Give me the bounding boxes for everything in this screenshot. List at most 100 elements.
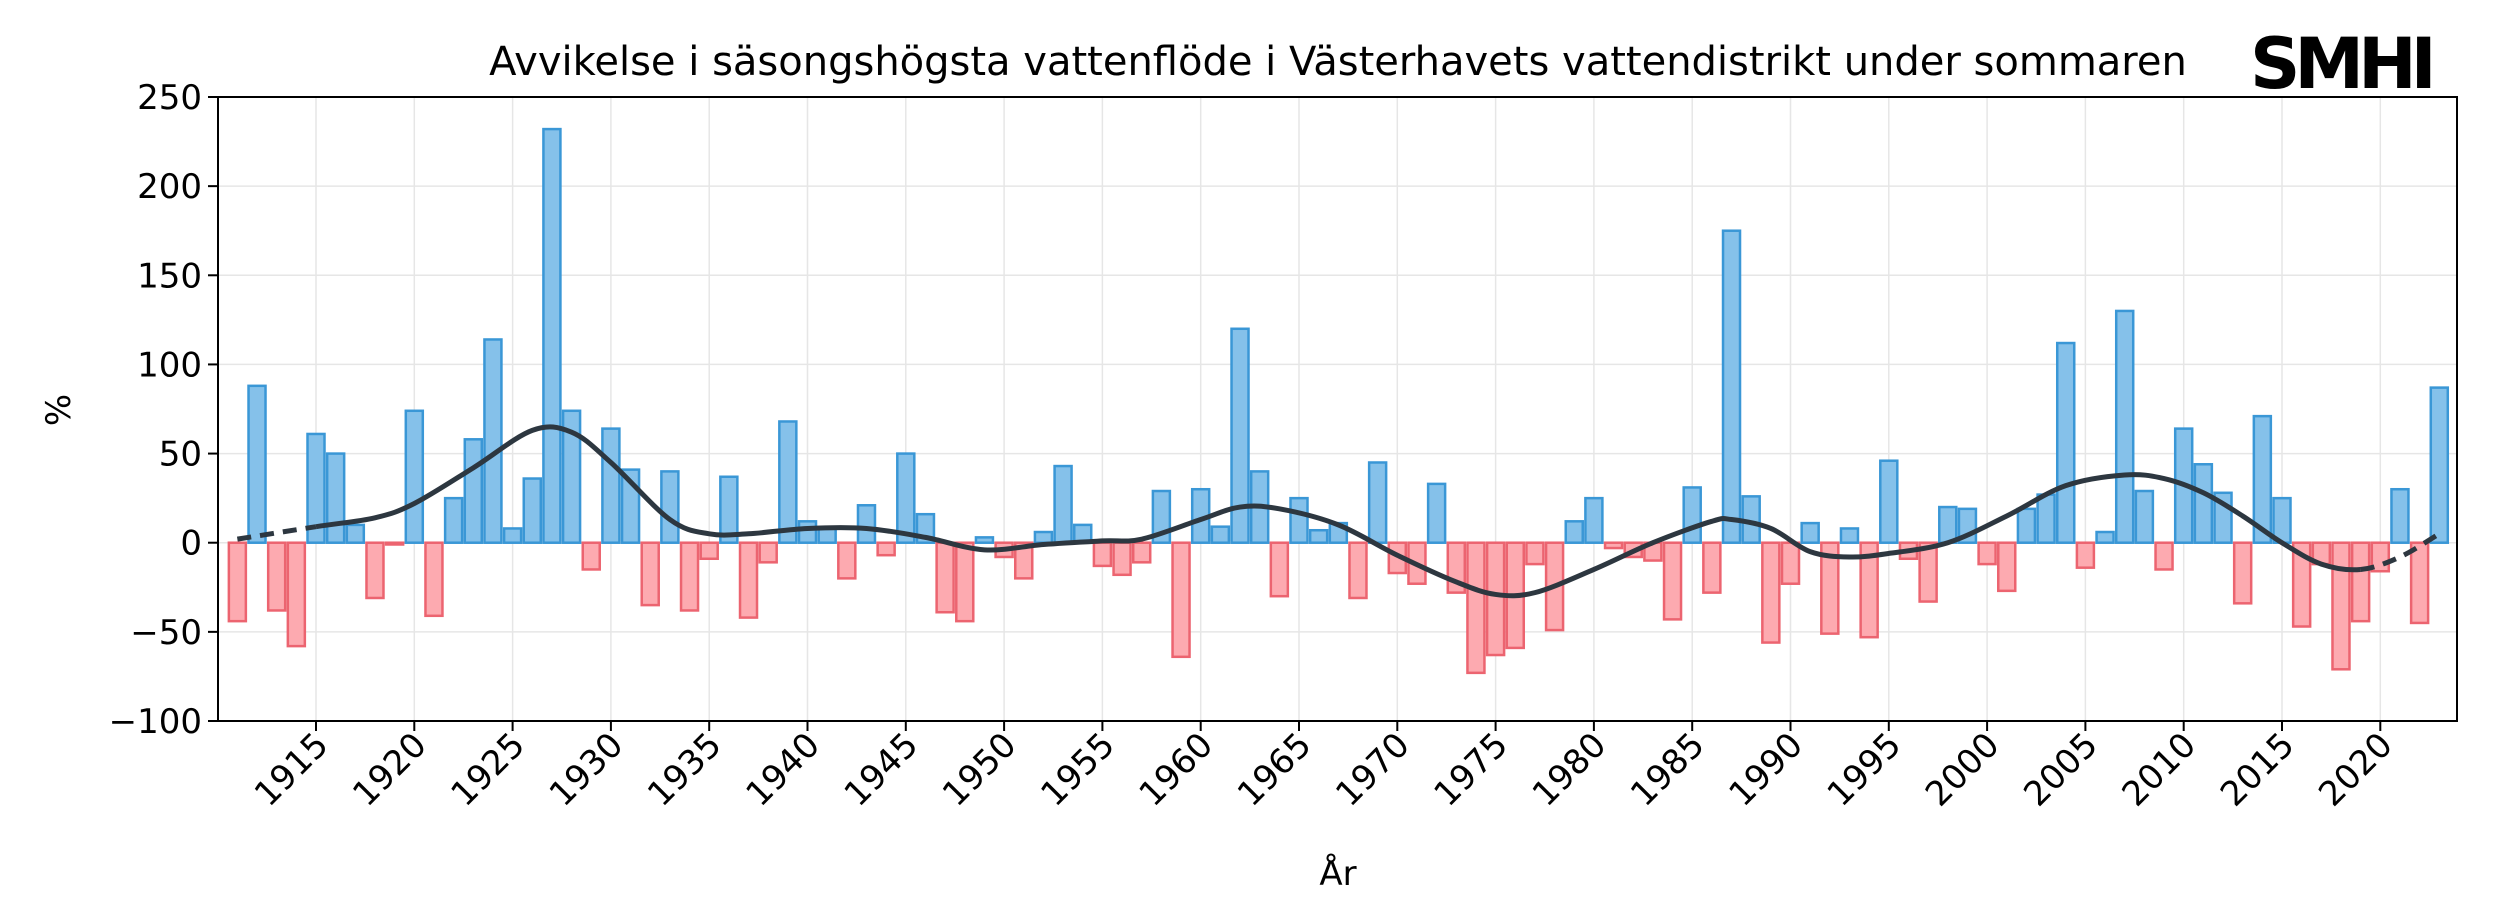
x-tick-label: 1950	[935, 725, 1024, 814]
bar-positive	[2134, 489, 2155, 544]
bar-negative	[1918, 541, 1938, 603]
bar-positive	[896, 452, 916, 544]
bar-negative	[1761, 541, 1781, 644]
bar-positive	[1839, 527, 1860, 544]
bar-negative	[1820, 541, 1840, 635]
bar-negative	[1702, 541, 1722, 594]
bar-negative	[1997, 541, 2017, 593]
y-tick-label: −50	[130, 613, 202, 653]
bar-positive	[2114, 309, 2135, 544]
bar-negative	[1348, 541, 1368, 600]
bar-negative	[2232, 541, 2253, 605]
bar-negative	[1092, 541, 1113, 568]
x-tick-label: 1965	[1230, 725, 1319, 814]
bar-negative	[2331, 541, 2351, 671]
bar-positive	[1289, 496, 1309, 544]
bar-positive	[502, 527, 523, 544]
x-tick-label: 1915	[247, 725, 336, 814]
x-tick-label: 1995	[1820, 725, 1909, 814]
x-tick-label: 1990	[1721, 725, 1810, 814]
y-axis: −100 −50 0 50 100 150 200 250	[109, 78, 218, 742]
bar-positive	[2429, 386, 2450, 544]
x-tick-label: 1970	[1328, 725, 1417, 814]
bar-positive	[974, 536, 995, 544]
bar-positive	[1879, 459, 1899, 544]
bar-positive	[2390, 487, 2410, 544]
bar-positive	[1564, 520, 1584, 544]
smhi-logo: SMHI	[2250, 23, 2437, 105]
bar-positive	[1426, 482, 1447, 544]
bar-positive	[1230, 327, 1250, 544]
bar-positive	[719, 475, 739, 544]
chart-title: Avvikelse i säsongshögsta vattenflöde i …	[489, 39, 2187, 85]
x-tick-label: 2005	[2016, 725, 2105, 814]
bar-positive	[1682, 486, 1702, 544]
bar-positive	[247, 384, 267, 544]
bar-positive	[1033, 530, 1054, 544]
bar-positive	[443, 496, 464, 544]
bar-positive	[463, 438, 484, 544]
bar-negative	[266, 541, 287, 612]
bar-negative	[738, 541, 759, 619]
trend-line	[236, 424, 2441, 599]
y-tick-label: 250	[137, 78, 202, 118]
trend-line-solid	[315, 424, 2361, 599]
y-tick-label: 200	[137, 167, 202, 207]
bar-positive	[561, 409, 582, 544]
x-axis: 1915 1920 1925 1930 1935 1940 1945 1950 1955 1960…	[247, 721, 2401, 815]
trend-line-dashed-end	[2360, 531, 2441, 572]
bar-negative	[1112, 541, 1132, 577]
bar-negative	[935, 541, 955, 614]
x-tick-label: 1925	[443, 725, 532, 814]
x-tick-label: 1945	[837, 725, 926, 814]
bar-negative	[1859, 541, 1879, 639]
bar-negative	[286, 541, 307, 648]
x-tick-label: 1980	[1525, 725, 1614, 814]
bar-negative	[1780, 541, 1801, 585]
bar-negative	[1466, 541, 1486, 675]
bar-negative	[837, 541, 857, 580]
plot-frame	[217, 96, 2458, 722]
bar-negative	[1525, 541, 1545, 566]
bar-positive	[325, 452, 346, 544]
x-tick-label: 1975	[1426, 725, 1515, 814]
bar-positive	[1938, 505, 1958, 544]
y-tick-label: 50	[159, 435, 202, 475]
bar-positive	[1367, 461, 1388, 544]
bar-negative	[2075, 541, 2096, 569]
y-axis-label: %	[39, 394, 79, 426]
bar-positive	[1210, 525, 1231, 544]
x-axis-label: År	[1319, 853, 1356, 894]
bar-negative	[1014, 541, 1034, 580]
bar-positive	[2036, 493, 2056, 544]
bar-negative	[2291, 541, 2312, 628]
bar-positive	[1053, 464, 1073, 544]
bar-positive	[2193, 463, 2214, 544]
bar-negative	[955, 541, 975, 623]
x-tick-label: 1920	[345, 725, 434, 814]
bar-negative	[1977, 541, 1997, 566]
bar-positive	[778, 420, 798, 544]
bar-negative	[679, 541, 700, 612]
svg-text:SMHI: SMHI	[2250, 23, 2431, 105]
bar-positive	[1308, 528, 1329, 544]
bar-negative	[758, 541, 778, 564]
x-tick-label: 2000	[1918, 725, 2007, 814]
x-tick-label: 2020	[2311, 725, 2400, 814]
bar-positive	[1584, 496, 1604, 544]
x-tick-label: 2010	[2115, 725, 2204, 814]
bars	[227, 127, 2450, 675]
bar-positive	[1800, 521, 1820, 544]
bar-negative	[2350, 541, 2371, 623]
y-tick-label: −100	[109, 702, 202, 742]
bar-negative	[1269, 541, 1290, 598]
bar-negative	[640, 541, 660, 607]
bar-negative	[1485, 541, 1506, 657]
bar-negative	[2154, 541, 2174, 571]
bar-negative	[365, 541, 385, 600]
x-tick-label: 1935	[640, 725, 729, 814]
bar-negative	[384, 541, 405, 546]
bar-negative	[227, 541, 248, 623]
bar-negative	[1131, 541, 1152, 564]
